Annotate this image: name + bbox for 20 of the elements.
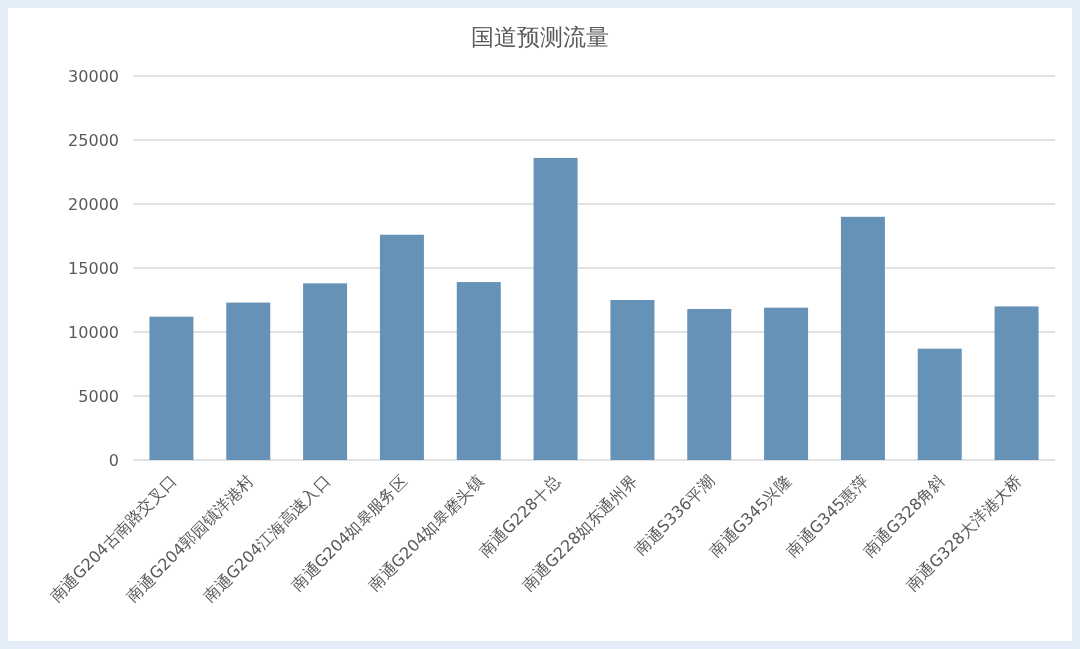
bar — [533, 157, 578, 460]
bar — [687, 308, 732, 460]
y-tick-label: 30000 — [68, 67, 119, 86]
bar — [379, 234, 424, 460]
bar — [303, 283, 348, 460]
bar — [994, 306, 1039, 460]
bar — [610, 300, 655, 460]
bar — [840, 216, 885, 460]
y-tick-label: 5000 — [78, 387, 119, 406]
bar — [226, 302, 271, 460]
y-tick-label: 0 — [108, 451, 119, 470]
bar — [764, 307, 809, 460]
bar — [149, 316, 194, 460]
y-tick-label: 20000 — [68, 195, 119, 214]
y-tick-label: 15000 — [68, 259, 119, 278]
chart-title: 国道预测流量 — [471, 24, 609, 50]
bar — [456, 282, 501, 460]
y-tick-label: 10000 — [68, 323, 119, 342]
bar — [917, 348, 962, 460]
y-tick-label: 25000 — [68, 131, 119, 150]
